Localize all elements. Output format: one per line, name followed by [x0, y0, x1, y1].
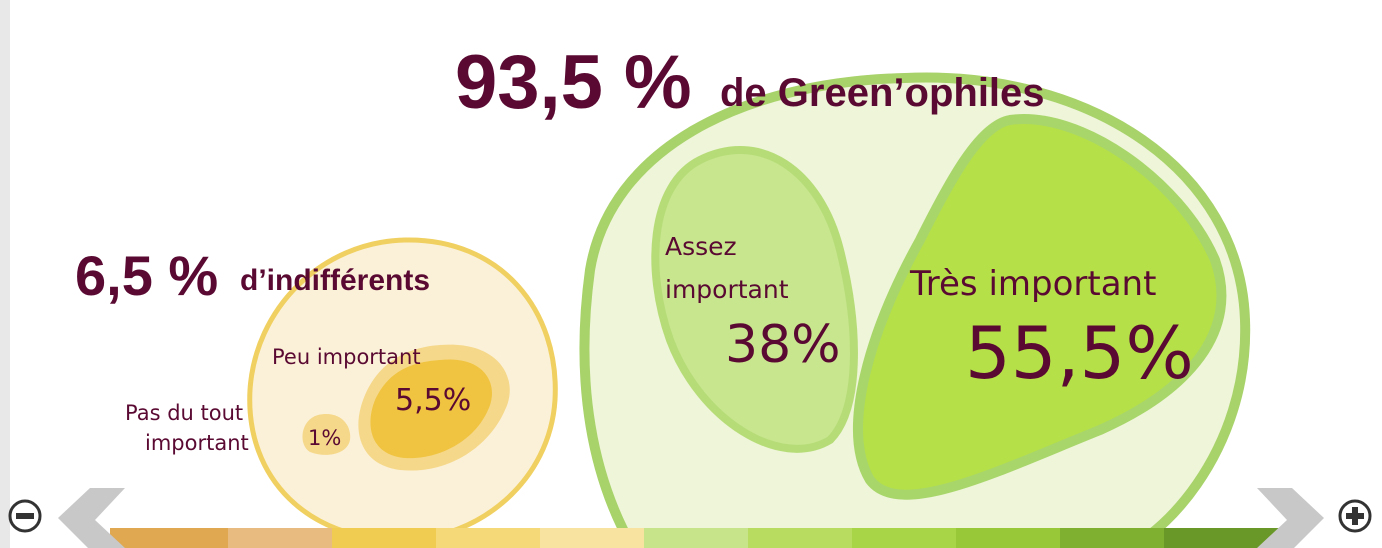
tres-value: 55,5% [965, 311, 1194, 395]
assez-label: important [665, 275, 789, 304]
peu-label: Peu important [272, 345, 421, 369]
prev-arrow[interactable] [58, 488, 125, 548]
pas-value: 1% [308, 426, 341, 450]
peu-value: 5,5% [395, 383, 471, 418]
green-label: de Green’ophiles [720, 71, 1045, 115]
pas-label: important [145, 431, 249, 455]
page: {"green": {"percent": "93,5 %", "label":… [0, 0, 1382, 548]
assez-value: 38% [725, 315, 841, 375]
next-arrow[interactable] [1257, 488, 1324, 548]
tres-label: Très important [909, 264, 1156, 304]
infographic: 93,5 % de Green’ophiles 6,5 % d’indiffér… [0, 0, 1382, 548]
left-edge [0, 0, 10, 548]
pas-label: Pas du tout [125, 401, 243, 425]
indifferent-percent: 6,5 % [75, 244, 218, 307]
zoom-out-button[interactable] [10, 501, 40, 531]
indifferent-label: d’indifférents [240, 264, 430, 297]
zoom-in-button[interactable] [1340, 501, 1370, 531]
assez-label: Assez [665, 232, 737, 261]
color-bar [110, 528, 1280, 548]
green-percent: 93,5 % [455, 40, 692, 125]
